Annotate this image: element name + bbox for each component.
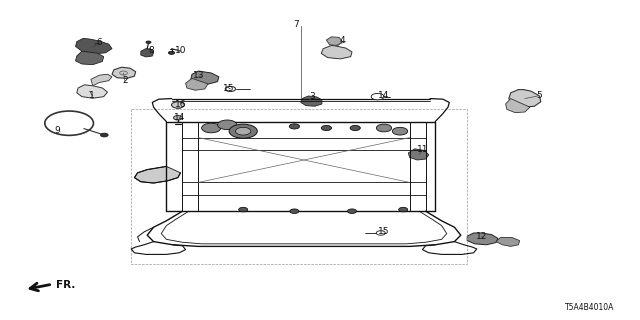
Polygon shape <box>301 96 322 106</box>
Circle shape <box>218 120 237 130</box>
Circle shape <box>290 209 299 213</box>
Text: 8: 8 <box>149 46 154 55</box>
Circle shape <box>100 133 108 137</box>
Circle shape <box>321 125 332 131</box>
Polygon shape <box>496 237 520 246</box>
Text: T5A4B4010A: T5A4B4010A <box>565 303 614 312</box>
Text: 3: 3 <box>310 92 315 101</box>
Text: 7: 7 <box>293 20 298 29</box>
Circle shape <box>399 207 408 212</box>
Circle shape <box>239 207 248 212</box>
Text: 14: 14 <box>378 91 390 100</box>
Text: 6: 6 <box>97 38 102 47</box>
Polygon shape <box>467 233 498 245</box>
Polygon shape <box>91 74 112 86</box>
Polygon shape <box>76 38 112 54</box>
Circle shape <box>289 124 300 129</box>
Circle shape <box>392 127 408 135</box>
Text: 13: 13 <box>193 71 204 80</box>
Polygon shape <box>506 99 530 113</box>
Circle shape <box>376 124 392 132</box>
Polygon shape <box>326 37 342 45</box>
Circle shape <box>173 116 182 120</box>
Text: 12: 12 <box>476 232 488 241</box>
Text: 15: 15 <box>378 228 390 236</box>
Polygon shape <box>408 149 429 160</box>
Polygon shape <box>141 49 154 57</box>
Text: 4: 4 <box>340 36 345 45</box>
Text: 11: 11 <box>417 145 428 154</box>
Circle shape <box>350 125 360 131</box>
Circle shape <box>371 93 384 100</box>
Text: FR.: FR. <box>56 280 76 291</box>
Circle shape <box>168 51 175 54</box>
Text: 1: 1 <box>89 91 94 100</box>
Circle shape <box>202 123 221 133</box>
Text: 16: 16 <box>175 100 186 108</box>
Text: 2: 2 <box>122 76 127 84</box>
Polygon shape <box>321 45 352 59</box>
Text: 10: 10 <box>175 46 187 55</box>
Circle shape <box>236 127 251 135</box>
Circle shape <box>348 209 356 213</box>
Polygon shape <box>134 166 180 183</box>
Polygon shape <box>186 78 208 90</box>
Polygon shape <box>76 51 104 65</box>
Circle shape <box>172 102 184 108</box>
Polygon shape <box>112 67 136 78</box>
Polygon shape <box>191 71 219 84</box>
Circle shape <box>229 124 257 138</box>
Polygon shape <box>77 85 108 98</box>
Text: 5: 5 <box>536 91 541 100</box>
Text: 15: 15 <box>223 84 235 92</box>
Circle shape <box>146 41 151 44</box>
Circle shape <box>51 114 87 132</box>
Text: 14: 14 <box>173 113 185 122</box>
Text: 9: 9 <box>55 126 60 135</box>
Polygon shape <box>509 90 541 107</box>
